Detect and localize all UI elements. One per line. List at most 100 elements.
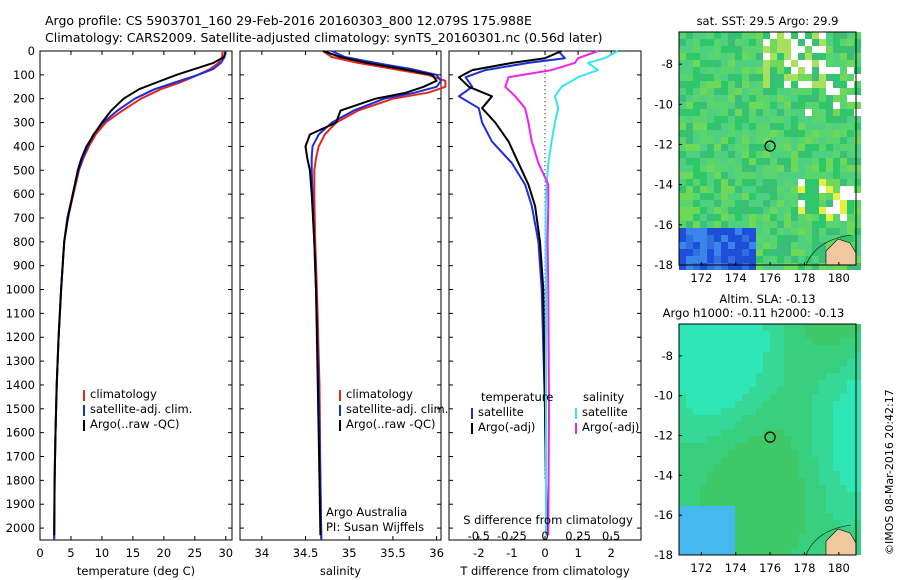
map-cell [714,331,721,338]
map-cell [679,429,686,436]
map-cell [749,144,756,151]
map-cell [784,324,791,331]
map-cell [721,373,728,380]
map-cell [812,485,819,492]
map-cell [805,373,812,380]
map-cell [763,74,770,81]
map-cell [812,450,819,457]
y-tick-label: 800 [13,235,35,249]
map-cell [847,137,854,144]
map-cell [693,485,700,492]
map-cell [847,88,854,95]
map-cell [791,394,798,401]
map-cell [833,151,840,158]
map-cell [728,520,735,527]
map-cell [805,352,812,359]
map-cell [756,193,763,200]
map-cell [854,471,861,478]
map-cell [798,345,805,352]
map-cell [714,387,721,394]
map-cell [721,228,728,235]
map-cell [819,81,826,88]
map-cell [742,443,749,450]
map-cell [784,394,791,401]
map-cell [735,46,742,53]
map-cell [791,46,798,53]
map-cell [854,331,861,338]
map-cell [679,380,686,387]
map-cell [784,527,791,534]
map-cell [777,352,784,359]
map-cell [749,165,756,172]
map-cell [749,520,756,527]
map-cell [833,415,840,422]
map-cell [770,193,777,200]
map-cell [728,165,735,172]
map-cell [721,256,728,263]
map-cell [679,165,686,172]
map-cell [770,207,777,214]
map-cell [756,506,763,513]
map-cell [756,46,763,53]
map-cell [700,53,707,60]
map-cell [819,464,826,471]
map-cell [721,123,728,130]
map-cell [763,67,770,74]
map-cell [714,513,721,520]
map-cell [700,471,707,478]
map-cell [714,249,721,256]
map-cell [833,130,840,137]
map-cell [833,53,840,60]
map-cell [847,471,854,478]
map-cell [700,207,707,214]
series-line-salinity-2 [304,50,438,536]
map-cell [756,324,763,331]
map-cell [819,137,826,144]
map-cell [847,520,854,527]
map-cell [812,235,819,242]
map-cell [728,478,735,485]
map-cell [728,144,735,151]
map-cell [826,165,833,172]
map-cell [854,380,861,387]
map-cell [812,46,819,53]
map-cell [700,373,707,380]
map-cell [784,415,791,422]
map-cell [784,228,791,235]
map-cell [686,324,693,331]
map-cell [826,345,833,352]
map-cell [728,527,735,534]
map-cell [826,200,833,207]
map-cell [742,415,749,422]
map-cell [847,352,854,359]
map-cell [749,193,756,200]
map-cell [721,109,728,116]
map-cell [826,422,833,429]
map-cell [805,471,812,478]
map-cell [735,324,742,331]
map-cell [770,172,777,179]
map-cell [784,422,791,429]
map-cell [700,499,707,506]
map-cell [805,46,812,53]
map-cell [686,534,693,541]
map-cell [826,373,833,380]
map-cell [742,109,749,116]
map-cell [700,324,707,331]
map-cell [819,492,826,499]
map-cell [721,534,728,541]
map-cell [735,53,742,60]
map-cell [791,387,798,394]
map-cell [798,387,805,394]
map-cell [777,130,784,137]
map-cell [805,95,812,102]
map-cell [700,450,707,457]
map-cell [840,221,847,228]
map-cell [707,541,714,548]
map-cell [812,436,819,443]
map-cell [686,256,693,263]
map-cell [742,32,749,39]
top-tick-label: 0 [541,529,548,543]
map-cell [763,137,770,144]
map-cell [749,158,756,165]
